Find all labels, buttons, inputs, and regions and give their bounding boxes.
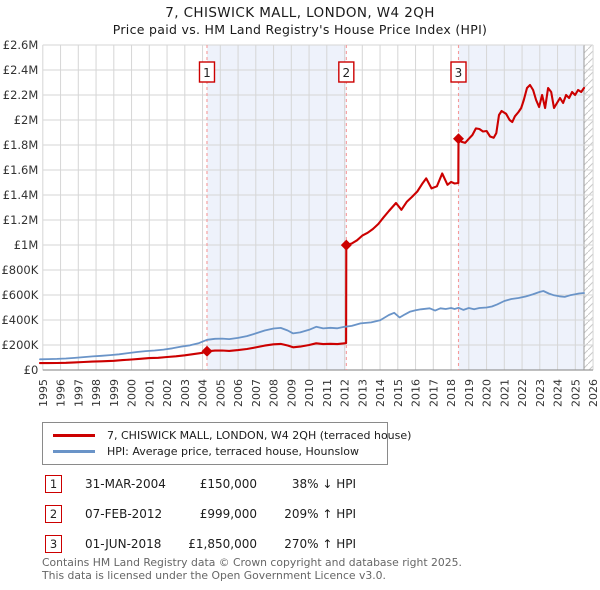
legend-item-property: 7, CHISWICK MALL, LONDON, W4 2QH (terrac… xyxy=(53,427,411,443)
sale-number-box xyxy=(338,61,355,83)
y-tick-label: £2.2M xyxy=(3,88,39,102)
y-tick-label: £400K xyxy=(1,313,38,327)
sale-number-badge: 3 xyxy=(45,535,62,553)
sale-number-badge: 2 xyxy=(45,505,62,523)
x-tick-label: 2010 xyxy=(303,379,316,407)
x-tick-label: 2001 xyxy=(143,379,156,407)
x-tick-label: 2024 xyxy=(552,379,565,407)
x-tick-label: 2009 xyxy=(285,379,298,407)
sale-number-box-label: 3 xyxy=(455,66,463,80)
x-tick-label: 1998 xyxy=(90,379,103,407)
x-tick-label: 1999 xyxy=(108,379,121,407)
x-tick-label: 2013 xyxy=(356,379,369,407)
property-line-swatch xyxy=(53,433,95,437)
x-tick-label: 2014 xyxy=(374,379,387,407)
x-tick-label: 1996 xyxy=(55,379,68,407)
y-tick-label: £0 xyxy=(24,363,39,377)
sale-date: 31-MAR-2004 xyxy=(85,477,166,491)
sale-hpi-comparison: 209% ↑ HPI xyxy=(284,507,356,521)
shaded-region xyxy=(206,45,347,370)
x-tick-label: 2020 xyxy=(481,379,494,407)
x-tick-label: 2019 xyxy=(463,379,476,407)
sale-row: 3 01-JUN-2018 £1,850,000 270% ↑ HPI xyxy=(0,530,600,560)
shaded-region xyxy=(458,45,584,370)
y-tick-label: £1.4M xyxy=(3,188,39,202)
sale-hpi-comparison: 38% ↓ HPI xyxy=(291,477,356,491)
sale-number-badge: 1 xyxy=(45,475,62,493)
y-tick-label: £1M xyxy=(14,238,39,252)
x-tick-label: 2026 xyxy=(587,379,600,407)
x-tick-label: 2017 xyxy=(427,379,440,407)
sale-price: £999,000 xyxy=(199,507,257,521)
y-tick-label: £2M xyxy=(14,113,39,127)
x-tick-label: 1995 xyxy=(37,379,50,407)
y-tick-label: £1.8M xyxy=(3,138,39,152)
x-tick-label: 2005 xyxy=(214,379,227,407)
hpi-line xyxy=(39,290,585,361)
y-tick-label: £600K xyxy=(1,288,38,302)
x-tick-label: 2022 xyxy=(516,379,529,407)
sale-date: 07-FEB-2012 xyxy=(85,507,163,521)
x-tick-label: 2015 xyxy=(392,379,405,407)
x-tick-label: 2007 xyxy=(250,379,263,407)
x-tick-label: 2000 xyxy=(126,379,139,407)
sale-number-box xyxy=(450,61,467,83)
x-tick-label: 2004 xyxy=(197,379,210,407)
x-tick-label: 2011 xyxy=(321,379,334,407)
y-tick-label: £200K xyxy=(1,338,38,352)
future-hatch xyxy=(583,45,594,370)
page-subtitle: Price paid vs. HM Land Registry's House … xyxy=(112,22,488,37)
x-tick-label: 2023 xyxy=(534,379,547,407)
sale-point-diamond xyxy=(453,133,465,145)
license-line-2: This data is licensed under the Open Gov… xyxy=(42,568,386,582)
page-title: 7, CHISWICK MALL, LONDON, W4 2QH xyxy=(165,5,435,21)
y-tick-label: £800K xyxy=(1,263,38,277)
y-tick-label: £1.2M xyxy=(3,213,39,227)
legend-label-hpi: HPI: Average price, terraced house, Houn… xyxy=(107,444,359,458)
x-tick-label: 2008 xyxy=(268,379,281,407)
x-tick-label: 2002 xyxy=(161,379,174,407)
sales-table: 1 31-MAR-2004 £150,000 38% ↓ HPI 2 07-FE… xyxy=(0,470,600,560)
chart-legend: 7, CHISWICK MALL, LONDON, W4 2QH (terrac… xyxy=(42,422,411,465)
price-paid-line xyxy=(38,83,586,365)
x-tick-label: 2012 xyxy=(339,379,352,407)
x-tick-label: 2025 xyxy=(569,379,582,407)
sale-number-box xyxy=(198,61,216,83)
sale-point-diamond xyxy=(340,239,352,251)
y-tick-label: £1.6M xyxy=(3,163,39,177)
x-tick-label: 2021 xyxy=(498,379,511,407)
y-tick-label: £2.4M xyxy=(3,63,39,77)
license-line-1: Contains HM Land Registry data © Crown c… xyxy=(42,556,462,569)
sale-hpi-comparison: 270% ↑ HPI xyxy=(284,537,356,551)
sale-number-box-label: 1 xyxy=(203,66,211,80)
chart-grid xyxy=(42,44,594,371)
sale-row: 1 31-MAR-2004 £150,000 38% ↓ HPI xyxy=(0,470,600,500)
sale-price: £150,000 xyxy=(199,477,257,491)
license-note: Contains HM Land Registry data © Crown c… xyxy=(42,556,462,582)
sale-price: £1,850,000 xyxy=(188,537,257,551)
y-tick-label: £2.6M xyxy=(3,38,39,52)
sale-row: 2 07-FEB-2012 £999,000 209% ↑ HPI xyxy=(0,500,600,530)
legend-item-hpi: HPI: Average price, terraced house, Houn… xyxy=(53,443,377,459)
x-tick-label: 2016 xyxy=(410,379,423,407)
x-tick-label: 2003 xyxy=(179,379,192,407)
x-tick-label: 2018 xyxy=(445,379,458,407)
x-tick-label: 1997 xyxy=(72,379,85,407)
hpi-line-swatch xyxy=(53,449,95,453)
x-tick-label: 2006 xyxy=(232,379,245,407)
legend-label-property: 7, CHISWICK MALL, LONDON, W4 2QH (terrac… xyxy=(107,428,412,442)
sale-point-diamond xyxy=(201,345,213,357)
price-history-chart: 1 2 3 £0 £200K £400K £600K £800K £1M £1.2M £1.4M £1… xyxy=(1,38,600,407)
sale-number-box-label: 2 xyxy=(343,66,351,80)
sale-date: 01-JUN-2018 xyxy=(85,537,162,551)
